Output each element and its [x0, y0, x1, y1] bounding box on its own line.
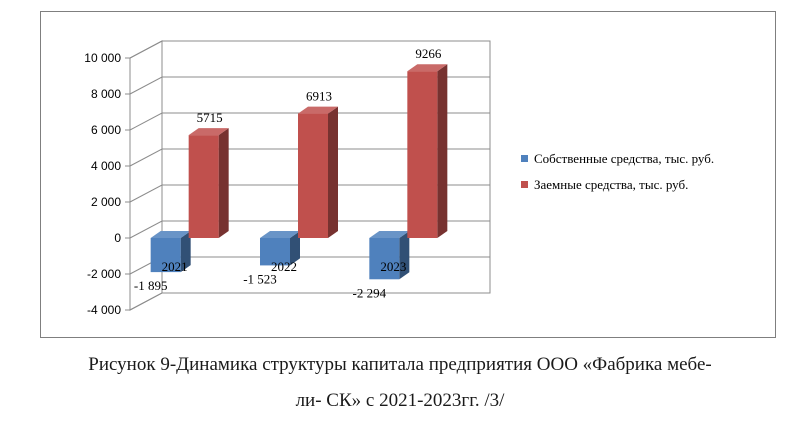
- chart-frame: [40, 11, 776, 338]
- y-tick-label: -2 000: [87, 267, 121, 281]
- data-label-own-funds-2022: -1 523: [243, 271, 277, 286]
- data-label-borrowed-funds-2021: 5715: [197, 110, 223, 125]
- bar-borrowed-funds-2022: [298, 113, 328, 238]
- bar-own-funds-2022-top: [260, 231, 300, 238]
- data-label-own-funds-2023: -2 294: [353, 285, 387, 300]
- figure-caption-line-1: Рисунок 9-Динамика структуры капитала пр…: [88, 354, 712, 375]
- gridline: [129, 292, 490, 311]
- bar-borrowed-funds-2021: [188, 135, 219, 238]
- gridline: [129, 184, 490, 203]
- bar-borrowed-funds-2023-top: [407, 64, 448, 72]
- x-tick-label-2022: 2022: [271, 259, 297, 274]
- y-tick-label: -4 000: [87, 303, 121, 317]
- gridline: [129, 76, 490, 95]
- gridline: [129, 40, 490, 59]
- y-tick-label: 0: [114, 231, 121, 245]
- data-label-own-funds-2021: -1 895: [134, 278, 168, 293]
- bar-own-funds-2022: [260, 238, 290, 266]
- gridline: [129, 112, 490, 131]
- bar-borrowed-funds-2023-side: [437, 64, 448, 238]
- bar-own-funds-2023: [369, 238, 400, 280]
- y-tick-label: 6 000: [91, 123, 121, 137]
- gridline: [129, 148, 490, 167]
- bar-own-funds-2023-side: [399, 231, 410, 280]
- y-tick-label: 10 000: [84, 51, 121, 65]
- legend-label-own-funds: Собственные средства, тыс. руб.: [534, 151, 714, 166]
- bar-borrowed-funds-2023: [407, 71, 438, 238]
- x-tick-label-2021: 2021: [162, 259, 188, 274]
- bar-own-funds-2022-side: [290, 231, 300, 266]
- bar-own-funds-2021: [150, 238, 181, 273]
- figure-caption-line-2: ли- СК» с 2021-2023гг. /3/: [295, 390, 505, 411]
- bar-own-funds-2021-top: [150, 231, 191, 238]
- bar-borrowed-funds-2021-top: [188, 128, 229, 136]
- legend-swatch-own-funds: [521, 155, 528, 162]
- y-tick-label: 8 000: [91, 87, 121, 101]
- legend-label-borrowed-funds: Заемные средства, тыс. руб.: [534, 177, 688, 192]
- bar-own-funds-2021-side: [180, 231, 191, 273]
- x-tick-label-2023: 2023: [380, 259, 406, 274]
- data-label-borrowed-funds-2022: 6913: [306, 89, 332, 104]
- y-tick-label: 4 000: [91, 159, 121, 173]
- bar-own-funds-2023-top: [369, 231, 410, 238]
- bar-borrowed-funds-2022-top: [298, 106, 338, 114]
- gridline: [129, 220, 490, 239]
- bar-borrowed-funds-2022-side: [328, 106, 338, 238]
- y-tick-label: 2 000: [91, 195, 121, 209]
- legend-swatch-borrowed-funds: [521, 181, 528, 188]
- data-label-borrowed-funds-2023: 9266: [415, 46, 442, 61]
- bar-borrowed-funds-2021-side: [218, 128, 229, 238]
